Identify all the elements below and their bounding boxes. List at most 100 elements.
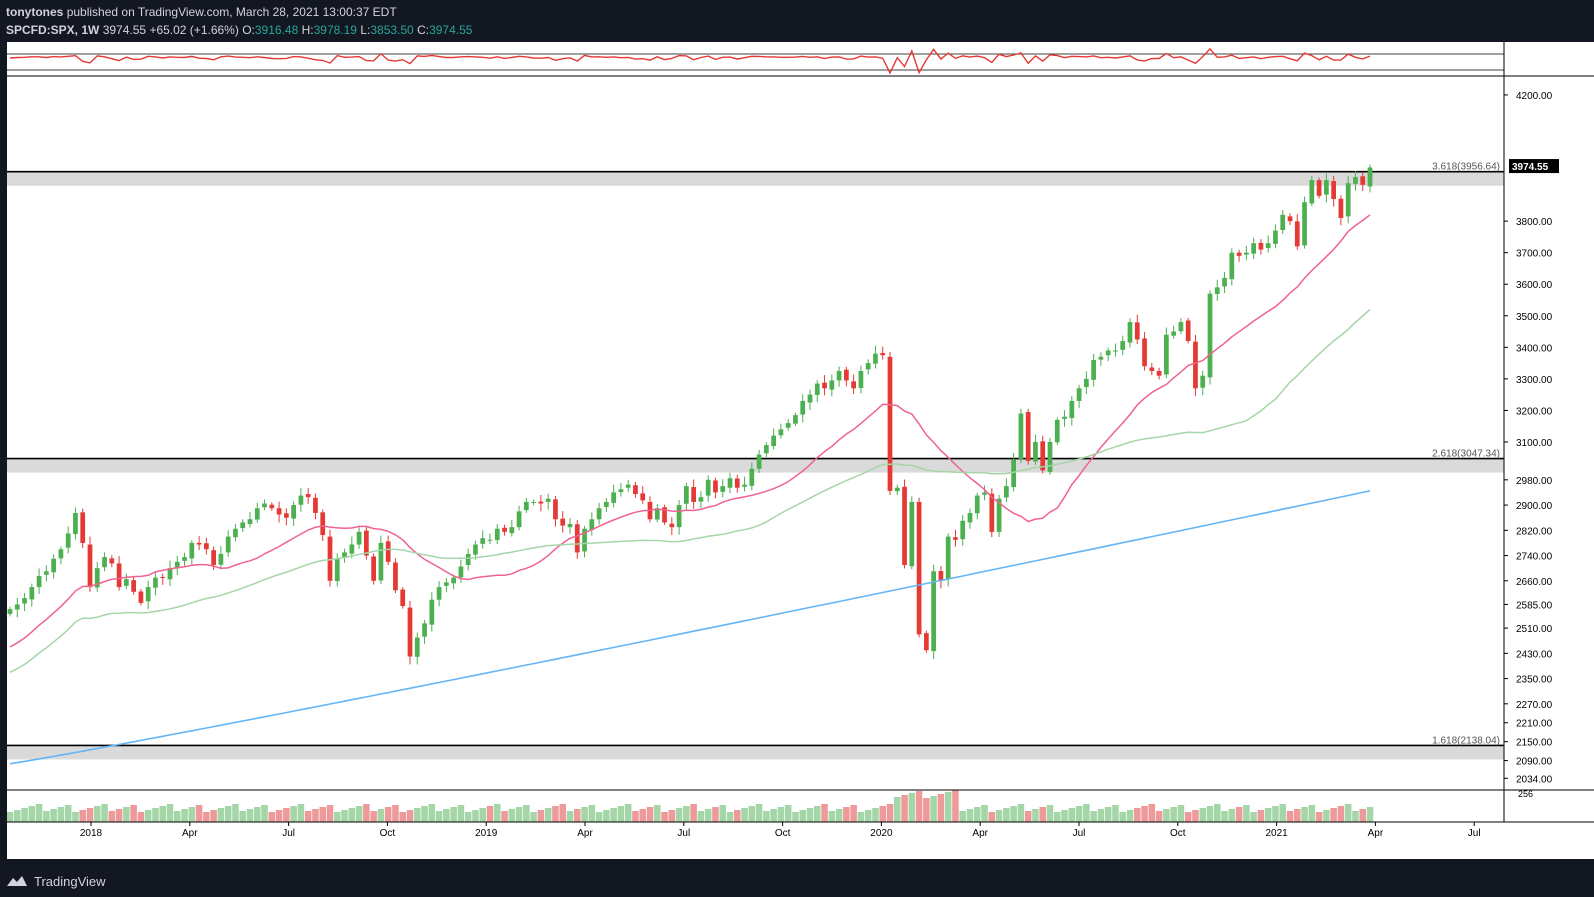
candle [749,468,755,486]
candle [480,538,486,544]
volume-bar [188,807,196,822]
volume-bar [595,812,603,822]
candle [1294,221,1300,247]
candle [80,512,86,543]
candle [596,508,602,520]
volume-bar [137,812,145,822]
volume-bar [952,790,959,822]
candle [734,478,740,488]
candle [298,495,304,505]
volume-bar [857,812,865,822]
volume-bar [777,807,785,822]
candle [1127,322,1133,343]
y-tick-label: 2585.00 [1516,600,1553,611]
volume-bar [1010,806,1017,822]
volume-bar [632,811,639,822]
candle [1236,252,1242,256]
ma20-line [9,214,1371,648]
volume-bar [363,804,370,822]
volume-bar [464,812,472,822]
ohlc-close-label: C: [417,23,430,37]
x-tick-label: 2020 [870,828,893,839]
candle [640,493,646,501]
candle [1076,388,1082,401]
y-tick-label: 2980.00 [1516,476,1553,487]
candle [131,580,136,592]
candle [1120,341,1126,350]
candle [44,571,49,575]
y-tick-label: 2090.00 [1516,757,1553,768]
candle [1338,198,1344,218]
volume-bar [1003,808,1010,822]
volume-bar [57,807,65,822]
candle [1316,180,1322,196]
candle [371,556,376,581]
volume-bar [712,807,719,822]
candle [211,550,216,566]
candle [1171,331,1176,336]
volume-bar [792,812,799,822]
volume-bar [1126,810,1134,822]
volume-bar [174,811,181,822]
volume-bar [588,805,596,822]
candle [822,382,827,389]
volume-bar [1359,809,1366,822]
y-tick-label: 2820.00 [1516,526,1553,537]
candle [1287,216,1293,222]
price-chart[interactable]: 3.618(3956.64) 2.618(3047.34) 1.618(2138.0… [7,42,1594,859]
volume-bar [1257,810,1265,822]
candle [414,637,420,657]
candle [451,577,456,584]
candle [233,528,238,538]
y-tick-label: 2660.00 [1516,577,1553,588]
candle [218,553,224,565]
volume-bar [152,808,159,822]
candle [36,576,42,588]
volume-bar [334,812,341,822]
volume-bar [908,793,916,822]
volume-bar [741,808,748,822]
tradingview-footer[interactable]: TradingView [6,871,106,891]
candle [1258,242,1264,250]
volume-bar [217,808,225,822]
candle [1302,202,1307,246]
candle [349,544,355,554]
volume-bar [683,806,690,822]
volume-bar [435,811,443,822]
volume-bar [159,806,166,822]
volume-bar [843,807,850,822]
volume-bar [130,805,137,822]
volume-bar [1090,811,1097,822]
candle [851,381,856,389]
candle [1193,341,1198,389]
candle [967,512,973,523]
volume-bar [719,805,726,822]
x-tick-label: Oct [1170,828,1186,839]
volume-bar [50,809,57,822]
candle [1360,176,1366,185]
volume-bar [457,805,465,822]
candle [1367,167,1373,187]
symbol-legend: SPCFD:SPX, 1W 3974.55 +65.02 (+1.66%) O:… [6,23,472,37]
volume-bar [319,807,326,822]
ohlc-low-label: L: [360,23,371,37]
candle [1222,277,1227,287]
volume-bar [384,807,392,822]
volume-bar [1301,807,1308,822]
y-tick-label: 3300.00 [1516,375,1553,386]
candle [254,508,260,520]
volume-bar [1315,812,1323,822]
author-name[interactable]: tonytones [6,5,64,19]
chart-background [7,42,1594,859]
y-tick-label: 2350.00 [1516,675,1553,686]
volume-bar [937,794,945,822]
x-tick-label: Oct [775,828,791,839]
candle [1033,441,1038,462]
candle [785,423,791,428]
price-change: +65.02 (+1.66%) [149,23,239,37]
candle [356,531,362,545]
candle [858,370,864,389]
candle [953,537,958,540]
candle [22,598,27,604]
candle [305,494,311,498]
